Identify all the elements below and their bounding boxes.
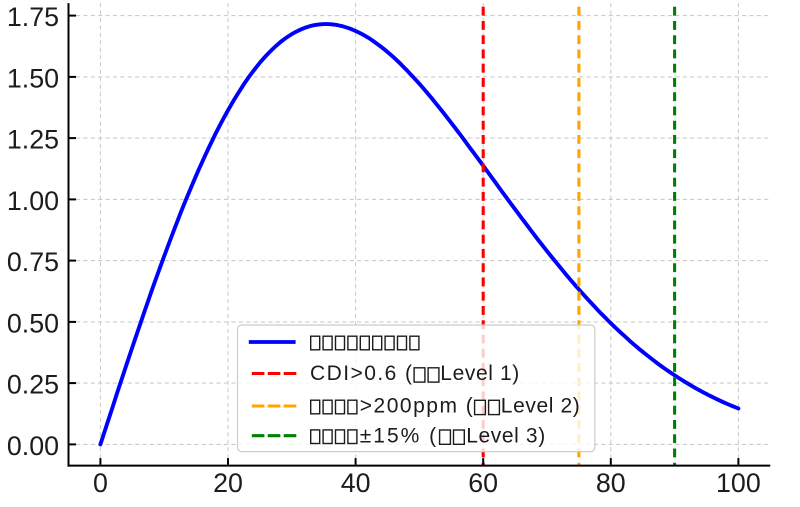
svg-text:0.25: 0.25 xyxy=(7,370,59,400)
svg-text:40: 40 xyxy=(341,468,371,498)
svg-text:±15% (: ±15% ( xyxy=(360,424,436,447)
svg-text:0.50: 0.50 xyxy=(7,309,59,339)
svg-text:1.50: 1.50 xyxy=(7,64,59,94)
svg-text:Level 2): Level 2) xyxy=(501,395,580,418)
svg-text:1.00: 1.00 xyxy=(7,186,59,216)
svg-text:0.00: 0.00 xyxy=(7,431,59,461)
svg-text:Level 1): Level 1) xyxy=(440,362,519,385)
svg-text:20: 20 xyxy=(213,468,243,498)
svg-text:>200ppm (: >200ppm ( xyxy=(360,395,473,418)
svg-text:CDI>0.6 (: CDI>0.6 ( xyxy=(310,362,412,385)
svg-text:60: 60 xyxy=(468,468,498,498)
svg-text:0.75: 0.75 xyxy=(7,247,59,277)
svg-text:0: 0 xyxy=(93,468,108,498)
svg-text:1.25: 1.25 xyxy=(7,125,59,155)
svg-text:80: 80 xyxy=(596,468,626,498)
svg-text:100: 100 xyxy=(716,468,761,498)
svg-text:Level 3): Level 3) xyxy=(466,424,545,447)
svg-text:1.75: 1.75 xyxy=(7,2,59,32)
